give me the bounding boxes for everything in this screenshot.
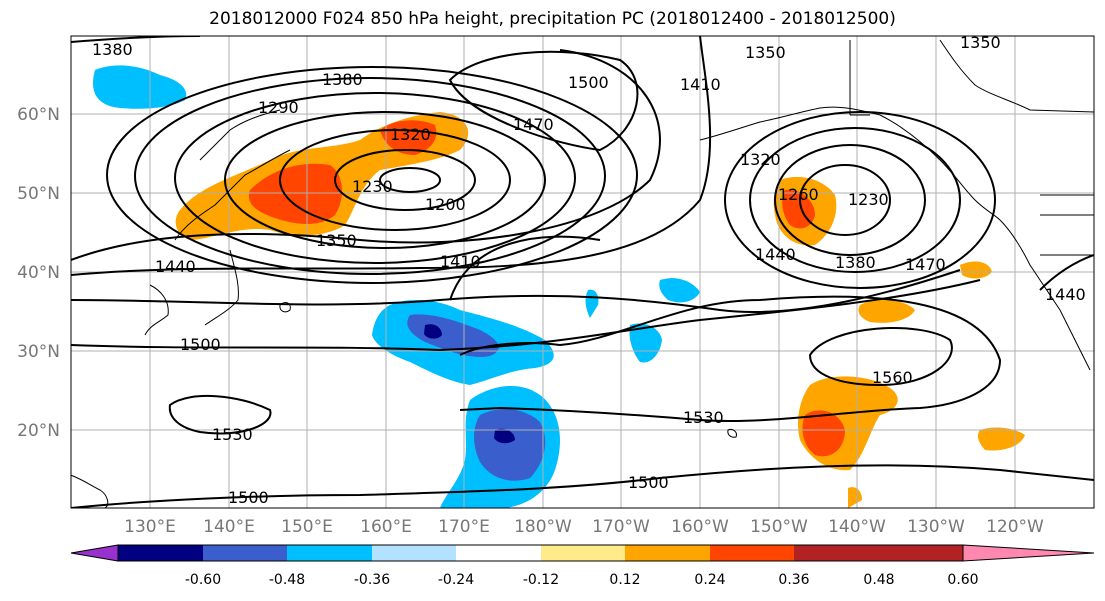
colorbar-segment xyxy=(625,545,710,561)
lon-label: 140°E xyxy=(203,517,255,537)
longitude-labels: 130°E 140°E 150°E 160°E 170°E 180°W 170°… xyxy=(124,517,1044,537)
contour-label: 1440 xyxy=(755,245,796,264)
lon-label: 170°E xyxy=(438,517,490,537)
contour-label: 1380 xyxy=(92,40,133,59)
map-border xyxy=(70,35,1095,509)
contour-label: 1410 xyxy=(440,252,481,271)
height-contours xyxy=(71,36,1094,508)
lat-label: 30°N xyxy=(17,342,60,362)
colorbar-segment xyxy=(879,545,963,561)
contour-label: 1350 xyxy=(745,43,786,62)
contour-label: 1320 xyxy=(390,125,431,144)
colorbar-tick-label: -0.48 xyxy=(269,572,305,588)
contour-label: 1500 xyxy=(628,473,669,492)
precip-positive-shading xyxy=(175,112,1025,508)
contour-label: 1470 xyxy=(905,255,946,274)
colorbar-segment xyxy=(203,545,287,561)
lon-label: 150°W xyxy=(750,517,808,537)
lon-label: 180°W xyxy=(514,517,572,537)
contour-label: 1380 xyxy=(322,70,363,89)
colorbar-tick-label: 0.60 xyxy=(947,572,978,588)
colorbar-segment xyxy=(287,545,372,561)
colorbar-tick-label: 0.36 xyxy=(778,572,809,588)
colorbar-tick-label: 0.48 xyxy=(863,572,894,588)
colorbar-tick-label: 0.12 xyxy=(609,572,640,588)
lat-label: 20°N xyxy=(17,421,60,441)
contour-label: 1320 xyxy=(740,150,781,169)
contour-labels: 1380 1380 1290 1320 1230 1200 1350 1440 … xyxy=(92,33,1086,507)
lon-label: 150°E xyxy=(281,517,333,537)
colorbar-tick-label: -0.24 xyxy=(438,572,474,588)
lat-label: 50°N xyxy=(17,184,60,204)
precip-negative-shading xyxy=(92,65,700,508)
colorbar-segment xyxy=(794,545,879,561)
lat-label: 40°N xyxy=(17,263,60,283)
colorbar-extend-max xyxy=(962,544,1095,562)
colorbar: -0.60 -0.48 -0.36 -0.24 -0.12 0.12 0.24 … xyxy=(70,544,1095,588)
contour-label: 1290 xyxy=(258,98,299,117)
contour-label: 1470 xyxy=(513,115,554,134)
lon-label: 120°W xyxy=(986,517,1044,537)
contour-label: 1200 xyxy=(425,195,466,214)
colorbar-extend-min xyxy=(70,544,119,562)
contour-label: 1260 xyxy=(778,185,819,204)
lon-label: 170°W xyxy=(592,517,650,537)
colorbar-outline xyxy=(117,544,964,562)
contour-label: 1440 xyxy=(155,257,196,276)
contour-label: 1230 xyxy=(848,190,889,209)
contour-label: 1560 xyxy=(872,368,913,387)
colorbar-segment xyxy=(710,545,794,561)
map-title: 2018012000 F024 850 hPa height, precipit… xyxy=(209,9,896,29)
lon-label: 140°W xyxy=(828,517,886,537)
colorbar-tick-label: -0.60 xyxy=(185,572,221,588)
contour-label: 1440 xyxy=(1045,285,1086,304)
contour-label: 1500 xyxy=(568,73,609,92)
contour-label: 1530 xyxy=(212,425,253,444)
lon-label: 160°E xyxy=(360,517,412,537)
contour-label: 1530 xyxy=(683,408,724,427)
contour-label: 1500 xyxy=(180,335,221,354)
latitude-labels: 60°N 50°N 40°N 30°N 20°N xyxy=(17,105,60,441)
lat-label: 60°N xyxy=(17,105,60,125)
contour-label: 1410 xyxy=(680,75,721,94)
lon-label: 130°E xyxy=(124,517,176,537)
colorbar-segment xyxy=(372,545,456,561)
colorbar-segment xyxy=(118,545,203,561)
colorbar-tick-label: -0.36 xyxy=(354,572,390,588)
colorbar-segment xyxy=(541,545,625,561)
colorbar-segment xyxy=(456,545,541,561)
contour-label: 1350 xyxy=(316,231,357,250)
colorbar-tick-label: 0.24 xyxy=(694,572,725,588)
lon-label: 160°W xyxy=(671,517,729,537)
colorbar-tick-label: -0.12 xyxy=(523,572,559,588)
contour-label: 1350 xyxy=(960,33,1001,52)
contour-label: 1230 xyxy=(352,177,393,196)
contour-label: 1500 xyxy=(228,488,269,507)
lon-label: 130°W xyxy=(907,517,965,537)
contour-label: 1380 xyxy=(835,253,876,272)
